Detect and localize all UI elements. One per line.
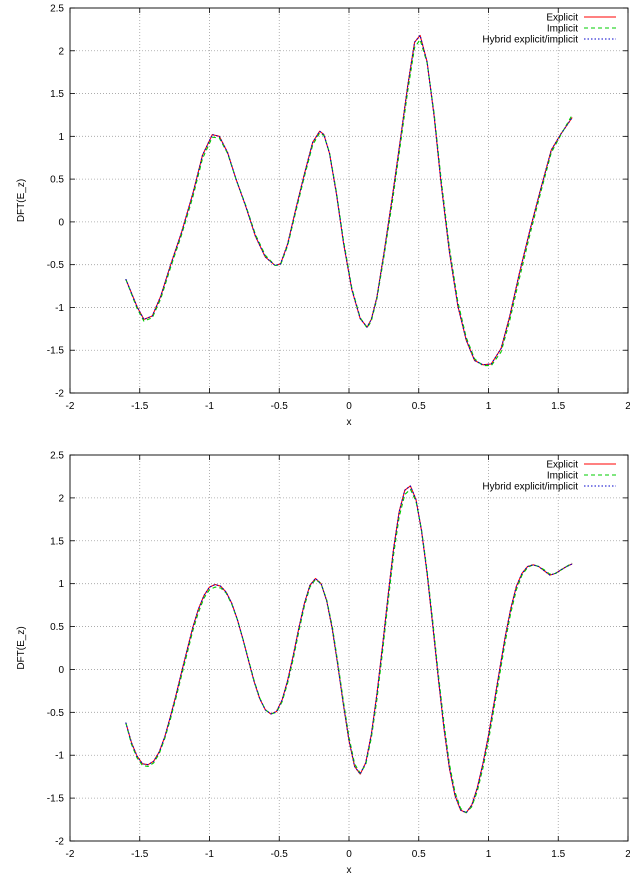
chart-0-ytick-label: 2.5 [50, 4, 64, 15]
chart-1-series-hybrid-explicit-implicit [125, 485, 573, 814]
chart-0-ytick-label: 0 [58, 217, 64, 228]
chart-0-xtick-label: -0.5 [271, 401, 289, 412]
chart-1-xlabel: x [347, 865, 352, 876]
chart-0-ytick-label: -1 [55, 303, 64, 314]
chart-1-xtick-label: 2 [625, 849, 630, 860]
chart-1-xtick-label: 1.5 [551, 849, 565, 860]
chart-0-ytick-label: -0.5 [47, 260, 65, 271]
chart-0-legend-label: Implicit [547, 24, 578, 35]
chart-0-xtick-label: -2 [66, 401, 75, 412]
chart-1-plot-border [69, 454, 629, 842]
chart-top: -2 -1.5 -1 -0.5 0 0.5 1 1.5 2 -2 -1.5 -1 -0.5 0 0.5 1 1.… [16, 4, 630, 429]
chart-1-xtick-label: -0.5 [271, 849, 289, 860]
chart-0-xtick-label: 1 [486, 401, 492, 412]
chart-1-xtick-label: 1 [486, 849, 492, 860]
chart-0-xtick-label: 0.5 [412, 401, 426, 412]
chart-0-xtick-label: -1 [205, 401, 214, 412]
chart-0-xlabel: x [347, 417, 352, 428]
chart-1-ytick-label: 1 [58, 579, 64, 590]
chart-1-ytick-label: -1 [55, 751, 64, 762]
chart-1-ytick-label: 0 [58, 665, 64, 676]
chart-1-legend-label: Implicit [547, 471, 578, 482]
chart-1-series-explicit [125, 485, 573, 814]
chart-1-xtick-label: 0 [346, 849, 352, 860]
chart-1-xtick-label: -2 [66, 849, 75, 860]
chart-0-plot-border [69, 7, 629, 394]
chart-1-xtick-label: -1.5 [131, 849, 149, 860]
chart-0-ytick-label: 2 [58, 46, 64, 57]
chart-0-series-explicit [125, 34, 573, 366]
chart-1-ytick-label: 0.5 [50, 622, 64, 633]
chart-1-ytick-label: -1.5 [47, 794, 65, 805]
chart-0-ytick-label: -2 [55, 389, 64, 400]
chart-1-legend-label: Explicit [546, 460, 578, 471]
chart-0-ytick-label: 0.5 [50, 175, 64, 186]
chart-1-ytick-label: -2 [55, 837, 64, 848]
chart-1-ytick-label: 2 [58, 493, 64, 504]
chart-1-series-implicit [125, 488, 573, 814]
chart-1-xtick-label: -1 [205, 849, 214, 860]
chart-1-ytick-label: 1.5 [50, 536, 64, 547]
chart-0-xtick-label: 2 [625, 401, 630, 412]
chart-0-legend-label: Hybrid explicit/implicit [482, 35, 578, 46]
chart-0-series-implicit [125, 39, 573, 367]
chart-1-ytick-label: -0.5 [47, 708, 65, 719]
chart-bottom: -2 -1.5 -1 -0.5 0 0.5 1 1.5 2 -2 -1.5 -1 -0.5 0 0.5 1 1.… [16, 451, 630, 877]
chart-0-xtick-label: 1.5 [551, 401, 565, 412]
chart-0-xtick-label: -1.5 [131, 401, 149, 412]
chart-1-legend-label: Hybrid explicit/implicit [482, 482, 578, 493]
chart-0-legend-label: Explicit [546, 13, 578, 24]
chart-0-xtick-label: 0 [346, 401, 352, 412]
chart-0-ylabel: DFT(E_z) [16, 179, 27, 222]
chart-0-ytick-label: 1.5 [50, 89, 64, 100]
chart-0-ytick-label: -1.5 [47, 346, 65, 357]
chart-1-ytick-label: 2.5 [50, 451, 64, 462]
chart-1-ylabel: DFT(E_z) [16, 626, 27, 669]
chart-0-ytick-label: 1 [58, 132, 64, 143]
chart-1-xtick-label: 0.5 [412, 849, 426, 860]
